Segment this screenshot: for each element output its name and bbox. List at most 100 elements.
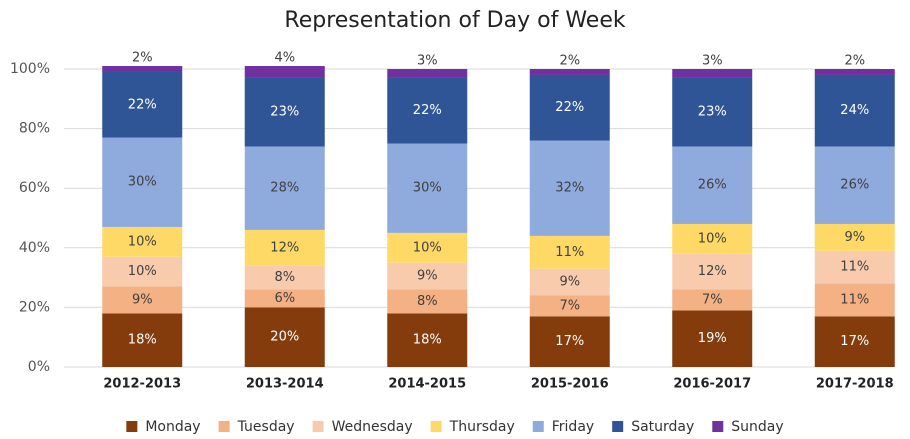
bar-segment bbox=[672, 77, 753, 147]
x-tick-label: 2013-2014 bbox=[246, 377, 324, 392]
bar-segment bbox=[244, 307, 325, 367]
data-label: 23% bbox=[698, 105, 727, 120]
bar-segment bbox=[529, 295, 610, 317]
bar-segment bbox=[102, 313, 183, 367]
bar-segment bbox=[102, 71, 183, 138]
bar-segment bbox=[244, 265, 325, 290]
data-label: 17% bbox=[840, 334, 869, 349]
bar-segment bbox=[814, 69, 895, 75]
legend-label: Wednesday bbox=[332, 419, 413, 435]
legend-swatch bbox=[712, 421, 724, 432]
data-label: 19% bbox=[698, 331, 727, 346]
data-label: 4% bbox=[274, 51, 295, 66]
x-tick-label: 2014-2015 bbox=[388, 377, 466, 392]
data-label: 17% bbox=[555, 334, 584, 349]
data-label: 9% bbox=[844, 230, 865, 245]
data-label: 11% bbox=[555, 245, 584, 260]
legend-swatch bbox=[430, 421, 442, 432]
data-label: 2% bbox=[132, 51, 153, 66]
data-label: 26% bbox=[698, 178, 727, 193]
data-label: 23% bbox=[270, 105, 299, 120]
data-label: 10% bbox=[413, 240, 442, 255]
x-tick-label: 2012-2013 bbox=[103, 377, 181, 392]
bar-segment bbox=[244, 146, 325, 230]
y-tick-label: 40% bbox=[19, 240, 50, 256]
legend-label: Saturday bbox=[631, 419, 694, 435]
data-label: 10% bbox=[698, 231, 727, 246]
bar-segment bbox=[529, 268, 610, 296]
data-label: 18% bbox=[128, 333, 157, 348]
bar-segment bbox=[672, 253, 753, 290]
chart-title: Representation of Day of Week bbox=[284, 8, 625, 33]
bar-segment bbox=[529, 140, 610, 236]
bar-segment bbox=[244, 66, 325, 78]
bar-segment bbox=[387, 77, 468, 144]
data-label: 12% bbox=[270, 240, 299, 255]
legend-swatch bbox=[532, 421, 544, 432]
data-label: 22% bbox=[555, 100, 584, 115]
y-tick-label: 0% bbox=[28, 359, 50, 375]
y-tick-label: 60% bbox=[19, 180, 50, 196]
bar-segment bbox=[102, 137, 183, 227]
data-label: 8% bbox=[417, 294, 438, 309]
bar-segment bbox=[529, 69, 610, 75]
bar-segment bbox=[672, 289, 753, 311]
data-label: 9% bbox=[132, 292, 153, 307]
data-label: 6% bbox=[274, 291, 295, 306]
data-label: 10% bbox=[128, 264, 157, 279]
bar-segment bbox=[529, 74, 610, 141]
data-label: 3% bbox=[417, 54, 438, 69]
bar-segment bbox=[244, 289, 325, 308]
legend-swatch bbox=[218, 421, 230, 432]
bar-segment bbox=[814, 316, 895, 367]
data-label: 11% bbox=[840, 292, 869, 307]
bar-segment bbox=[672, 69, 753, 78]
data-label: 20% bbox=[270, 330, 299, 345]
bar-segment bbox=[814, 283, 895, 317]
data-label: 32% bbox=[555, 181, 584, 196]
y-tick-label: 80% bbox=[19, 121, 50, 137]
bar-segment bbox=[387, 232, 468, 263]
data-label: 26% bbox=[840, 178, 869, 193]
data-label: 9% bbox=[559, 275, 580, 290]
legend-swatch bbox=[612, 421, 624, 432]
data-label: 12% bbox=[698, 264, 727, 279]
data-label: 24% bbox=[840, 103, 869, 118]
data-label: 2% bbox=[559, 54, 580, 69]
data-label: 28% bbox=[270, 181, 299, 196]
bar-segment bbox=[102, 66, 183, 72]
data-label: 9% bbox=[417, 269, 438, 284]
bar-segment bbox=[244, 77, 325, 147]
data-label: 3% bbox=[702, 54, 723, 69]
bar-segment bbox=[672, 223, 753, 254]
bar-segment bbox=[814, 250, 895, 284]
x-tick-label: 2017-2018 bbox=[816, 377, 894, 392]
bar-segment bbox=[529, 316, 610, 367]
bar-segment bbox=[387, 143, 468, 233]
bar-segment bbox=[387, 262, 468, 290]
x-tick-label: 2015-2016 bbox=[531, 377, 609, 392]
bar-segment bbox=[387, 69, 468, 78]
bar-segment bbox=[672, 310, 753, 367]
legend-label: Monday bbox=[145, 419, 200, 435]
y-tick-label: 20% bbox=[19, 299, 50, 315]
data-label: 10% bbox=[128, 234, 157, 249]
bar-segment bbox=[102, 286, 183, 314]
bar-segment bbox=[387, 313, 468, 367]
data-label: 8% bbox=[274, 270, 295, 285]
data-label: 30% bbox=[413, 181, 442, 196]
bar-segment bbox=[387, 289, 468, 314]
legend-label: Sunday bbox=[731, 419, 783, 435]
legend-label: Friday bbox=[552, 419, 594, 435]
data-label: 18% bbox=[413, 333, 442, 348]
bar-segment bbox=[102, 226, 183, 257]
data-label: 22% bbox=[128, 97, 157, 112]
data-label: 30% bbox=[128, 175, 157, 190]
data-label: 7% bbox=[702, 292, 723, 307]
legend-swatch bbox=[312, 421, 324, 432]
bar-segment bbox=[102, 256, 183, 287]
bar-segment bbox=[814, 74, 895, 147]
bar-segment bbox=[814, 223, 895, 251]
data-label: 22% bbox=[413, 103, 442, 118]
